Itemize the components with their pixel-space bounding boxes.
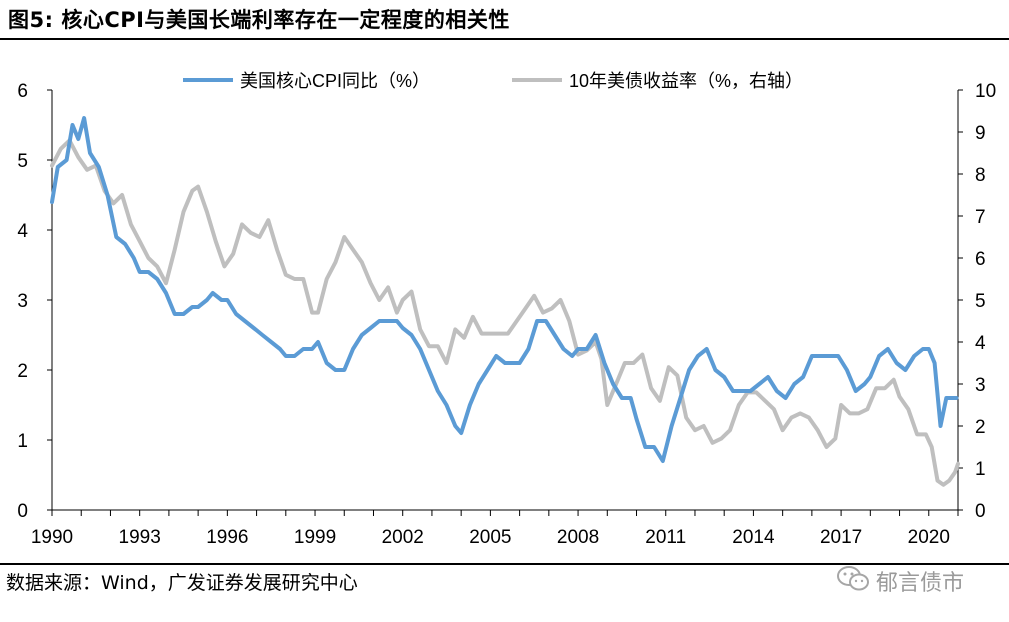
- x-tick-label: 2017: [820, 527, 862, 548]
- chart-plot-area: [50, 116, 960, 487]
- series-line-core-cpi: [50, 116, 959, 463]
- watermark-text: 郁言债市: [876, 571, 965, 596]
- y-left-tick-label: 0: [17, 501, 28, 522]
- y-right-tick-label: 4: [975, 333, 986, 354]
- x-tick-label: 1999: [294, 527, 336, 548]
- y-right-tick-label: 10: [975, 81, 996, 102]
- y-right-tick-label: 3: [975, 375, 986, 396]
- legend-label-10y-yield: 10年美债收益率（%，右轴）: [569, 71, 803, 91]
- x-tick-label: 2002: [382, 527, 424, 548]
- x-tick-label: 1993: [119, 527, 161, 548]
- y-left-tick-label: 2: [17, 361, 28, 382]
- x-tick-label: 2011: [645, 527, 686, 548]
- figure-title: 图5: 核心CPI与美国长端利率存在一定程度的相关性: [8, 8, 510, 32]
- series-line-10y-yield: [50, 138, 960, 487]
- chart-legend: 美国核心CPI同比（%） 10年美债收益率（%，右轴）: [183, 71, 803, 91]
- y-right-tick-label: 9: [975, 123, 986, 144]
- line-chart: 美国核心CPI同比（%） 10年美债收益率（%，右轴） 0 1 2 3 4 5 6 0 1 2 3 4…: [17, 71, 996, 548]
- title-divider: [0, 38, 1009, 40]
- wechat-icon: [836, 565, 870, 597]
- y-right-tick-label: 0: [975, 501, 986, 522]
- y-right-tick-label: 5: [975, 291, 986, 312]
- y-left-tick-label: 1: [17, 431, 28, 452]
- x-tick-label: 2020: [908, 527, 950, 548]
- y-left-tick-label: 4: [17, 221, 28, 242]
- y-right-tick-label: 2: [975, 417, 986, 438]
- y-right-tick-label: 6: [975, 249, 986, 270]
- y-left-tick-label: 3: [17, 291, 28, 312]
- legend-label-core-cpi: 美国核心CPI同比（%）: [240, 71, 430, 91]
- y-left-tick-label: 6: [17, 81, 28, 102]
- chart-axes: 0 1 2 3 4 5 6 0 1 2 3 4 5 6 7 8 9 10 1990 1993 1996 1999 2002 2…: [17, 81, 996, 548]
- y-right-tick-label: 7: [975, 207, 986, 228]
- source-note: 数据来源：Wind，广发证券发展研究中心: [6, 572, 358, 594]
- y-right-tick-label: 8: [975, 165, 986, 186]
- y-right-tick-label: 1: [975, 459, 986, 480]
- x-tick-label: 1996: [206, 527, 248, 548]
- x-tick-label: 2005: [469, 527, 511, 548]
- y-left-tick-label: 5: [17, 151, 28, 172]
- watermark: 郁言债市: [836, 563, 964, 599]
- x-tick-label: 2014: [732, 527, 775, 548]
- footer-divider: [0, 563, 1009, 565]
- x-tick-label: 1990: [31, 527, 73, 548]
- x-tick-label: 2008: [557, 527, 599, 548]
